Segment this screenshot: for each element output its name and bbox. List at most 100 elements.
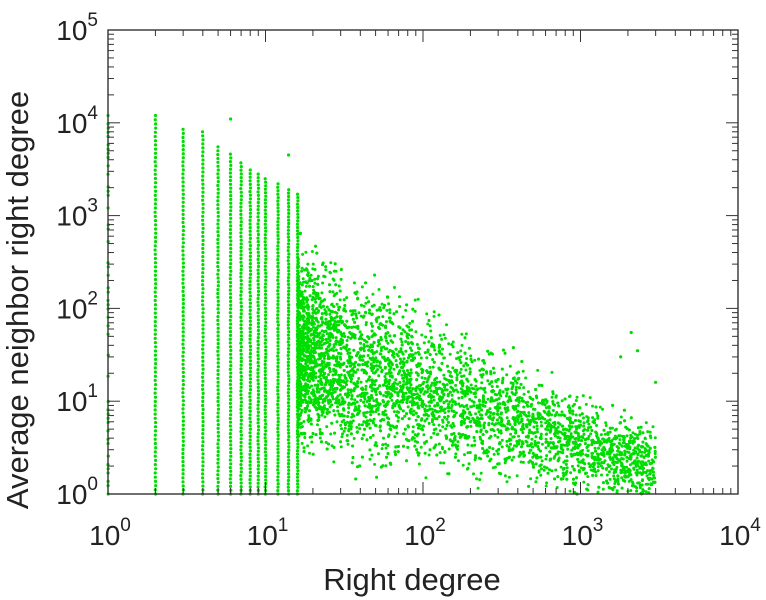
data-point [256,225,260,229]
data-point [248,452,252,456]
data-point [296,459,300,463]
data-point [286,418,290,422]
data-point [201,222,205,226]
data-point [239,179,243,183]
data-point [201,267,205,271]
data-point [287,387,291,391]
data-point [428,365,432,369]
data-point [615,489,619,493]
data-point [248,215,252,219]
data-point [256,200,260,205]
data-point [563,431,567,435]
data-point [239,382,243,386]
data-point [328,290,332,294]
data-point [286,215,291,219]
data-point [309,344,313,348]
data-point [239,444,243,448]
data-point [248,175,252,179]
data-point [153,160,157,164]
data-point [264,345,268,349]
data-point [644,482,648,486]
data-point [154,446,158,450]
data-point [287,397,291,401]
data-point [248,211,252,215]
data-point [264,296,268,300]
data-point [248,290,252,294]
data-point [239,249,243,253]
data-point [248,269,253,273]
data-point [340,435,344,439]
data-point [347,424,351,428]
data-point [500,445,504,449]
data-point [201,347,205,351]
data-point [256,307,261,311]
data-point [582,416,585,420]
data-point [216,330,220,334]
data-point [248,344,253,348]
data-point [201,383,205,387]
data-point [628,463,632,467]
data-point [507,439,511,442]
data-point [349,390,353,394]
data-point [216,461,220,465]
data-point [256,261,260,265]
data-point [565,477,569,481]
data-point [631,461,635,465]
data-point [248,208,253,212]
data-point [363,369,366,373]
data-point [605,473,609,477]
data-point [535,424,539,428]
data-point [229,269,233,273]
data-point [447,447,451,451]
data-point [276,282,280,286]
data-point [263,432,267,436]
data-point [632,466,636,470]
data-point [276,192,280,196]
data-point [248,287,252,291]
data-point [647,459,651,463]
data-point [311,452,315,456]
data-point [318,324,322,328]
data-point [385,387,389,391]
data-point [574,440,578,444]
data-point [248,305,252,309]
data-point [286,296,291,300]
data-point [492,412,496,415]
data-point [452,424,456,428]
data-point [201,424,205,428]
data-point [256,254,261,258]
data-point [474,454,477,458]
data-point [228,382,232,387]
data-point [371,292,375,296]
data-point [331,290,335,294]
data-point [201,142,205,146]
data-point [276,251,280,255]
data-point [181,180,185,184]
data-point [351,309,355,313]
data-point [201,335,205,339]
data-point [256,474,260,478]
data-point [239,308,243,312]
data-point [539,473,543,477]
data-point [490,422,494,426]
data-point [263,380,268,384]
data-point [256,453,260,457]
data-point [181,281,185,285]
data-point [313,268,317,271]
data-point [312,400,316,404]
data-point [276,358,280,362]
data-point [341,432,344,436]
data-point [153,475,157,479]
data-point [479,437,483,441]
data-point [153,265,158,269]
data-point [276,309,280,313]
data-point [383,375,387,378]
data-point [181,427,185,431]
data-point [181,204,185,208]
data-point [472,404,476,408]
data-point [423,351,427,355]
data-point [377,374,381,378]
data-point [324,265,328,269]
data-point [153,155,158,160]
data-point [256,289,261,293]
